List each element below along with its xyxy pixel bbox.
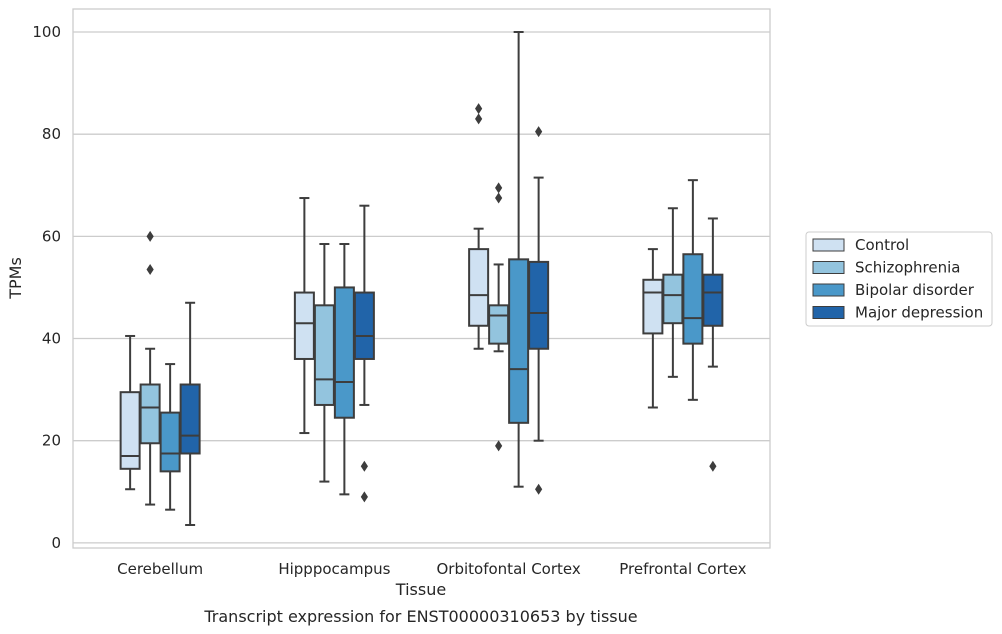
box-group (528, 126, 550, 495)
y-tick-label: 80 (42, 125, 61, 143)
iqr-box (528, 260, 550, 350)
box-group (682, 179, 704, 401)
box-group (293, 197, 315, 435)
box-group (642, 248, 664, 409)
box-group (333, 243, 355, 496)
plot-area-frame (72, 8, 771, 549)
box-group (488, 182, 510, 452)
iqr-box (682, 253, 704, 345)
y-tick-label: 40 (42, 330, 61, 348)
y-axis-label: TPMs (6, 257, 25, 300)
x-tick-label: Cerebellum (117, 560, 203, 578)
x-axis-ticks: Cerebellum Hipppocampus Orbitofontal Corte… (117, 560, 746, 578)
outlier-point (495, 192, 503, 204)
y-tick-label: 60 (42, 227, 61, 245)
iqr-box (508, 258, 530, 424)
legend-swatch (812, 261, 845, 274)
legend-label: Bipolar disorder (855, 281, 975, 299)
iqr-box (702, 273, 724, 327)
box-group (119, 334, 141, 491)
iqr-box (642, 278, 664, 335)
box-group (139, 230, 161, 506)
iqr-box (353, 291, 375, 360)
iqr-box (468, 248, 490, 327)
outlier-point (360, 491, 368, 503)
outlier-point (146, 264, 154, 276)
iqr-box (313, 304, 335, 406)
iqr-box (159, 411, 181, 473)
iqr-box (293, 291, 315, 360)
x-axis-label: Tissue (395, 580, 446, 599)
outlier-point (709, 460, 717, 472)
iqr-box (662, 273, 684, 325)
box-marks (119, 30, 724, 527)
iqr-box (119, 391, 141, 470)
iqr-box (333, 286, 355, 419)
outlier-point (475, 103, 483, 115)
outlier-point (535, 126, 543, 138)
box-group (353, 204, 375, 503)
iqr-box (488, 304, 510, 345)
iqr-box (139, 383, 161, 445)
box-group (702, 217, 724, 472)
y-tick-label: 100 (32, 23, 61, 41)
box-group (179, 301, 201, 527)
legend-frame (805, 231, 993, 327)
outlier-point (475, 113, 483, 125)
legend: Control Schizophrenia Bipolar disorder Majo… (805, 231, 993, 327)
x-tick-label: Prefrontal Cortex (619, 560, 746, 578)
legend-swatch (812, 306, 845, 319)
legend-label: Major depression (855, 304, 983, 322)
y-axis-ticks: 0 20 40 60 80 100 (32, 23, 61, 552)
x-tick-label: Orbitofontal Cortex (437, 560, 581, 578)
outlier-point (495, 440, 503, 452)
x-tick-label: Hipppocampus (278, 560, 390, 578)
box-group (662, 207, 684, 378)
y-tick-label: 20 (42, 432, 61, 450)
outlier-point (360, 460, 368, 472)
outlier-point (146, 230, 154, 242)
box-group (508, 30, 530, 488)
legend-label: Schizophrenia (855, 259, 960, 277)
iqr-box (179, 383, 201, 455)
legend-label: Control (855, 236, 909, 254)
outlier-point (495, 182, 503, 194)
box-group (159, 363, 181, 511)
box-group (468, 103, 490, 350)
legend-swatch (812, 283, 845, 297)
y-tick-label: 0 (51, 534, 61, 552)
outlier-point (535, 483, 543, 495)
chart-caption: Transcript expression for ENST0000031065… (203, 607, 637, 626)
legend-swatch (812, 238, 845, 252)
box-group (313, 243, 335, 483)
